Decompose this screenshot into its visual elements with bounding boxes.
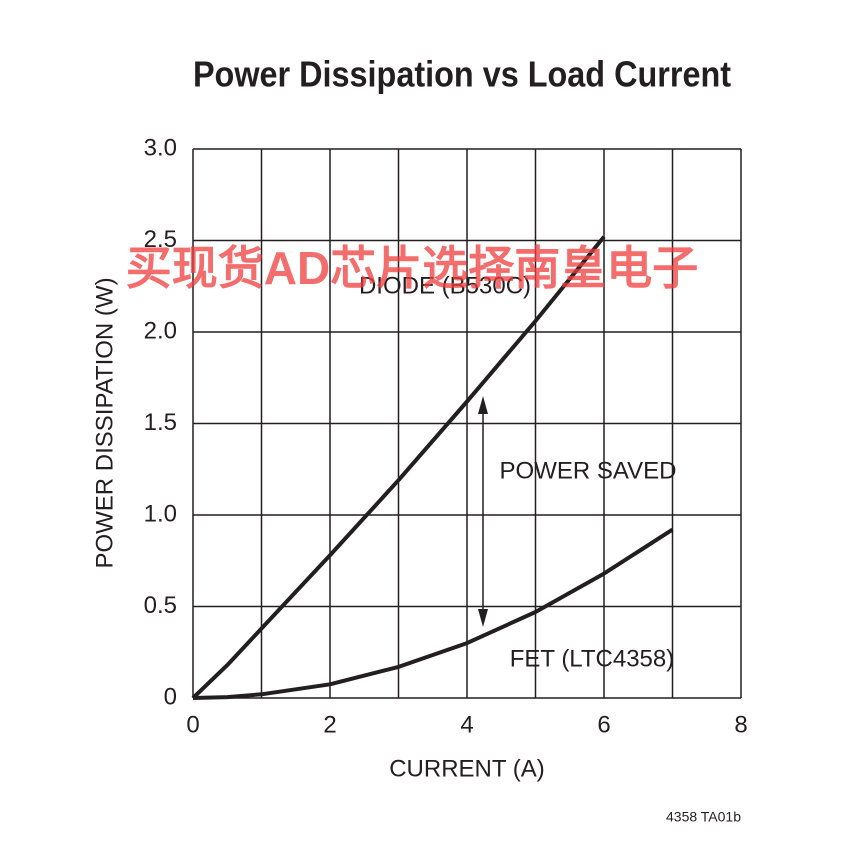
chart-title: Power Dissipation vs Load Current: [193, 55, 731, 95]
line-series: [192, 527, 674, 700]
y-tick-label: 1.0: [144, 500, 177, 527]
x-tick-label: 8: [734, 711, 747, 738]
y-tick-label: 2.0: [144, 317, 177, 344]
x-axis-label: CURRENT (A): [389, 755, 545, 782]
y-tick-label: 3.0: [144, 134, 177, 161]
y-tick-label: 0.5: [144, 592, 177, 619]
x-tick-label: 0: [186, 711, 199, 738]
footer: 4358 TA01b: [666, 809, 741, 825]
series-label: FET (LTC4358): [510, 645, 675, 672]
x-tick-label: 4: [460, 711, 473, 738]
y-tick-label: 2.5: [144, 226, 177, 253]
x-tick-label: 6: [597, 711, 610, 738]
y-axis-label: POWER DISSIPATION (W): [91, 277, 118, 568]
line-series: [191, 235, 606, 700]
x-tick-label: 2: [323, 711, 336, 738]
series-label: DIODE (B530C): [359, 272, 531, 299]
y-tick-label: 0: [164, 683, 177, 710]
y-tick-label: 1.5: [144, 409, 177, 436]
watermark: 买现货AD芯片选择南皇电子: [126, 242, 698, 294]
annotation: POWER SAVED: [500, 457, 677, 484]
